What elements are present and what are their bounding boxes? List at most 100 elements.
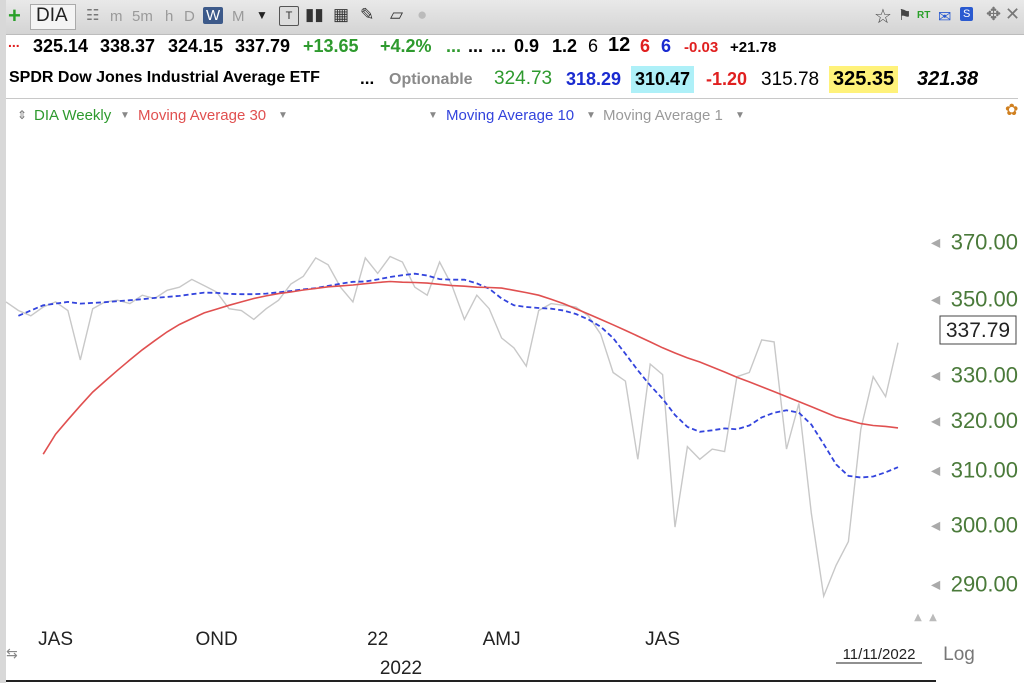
flag-icon[interactable]: ⚑ [898, 7, 912, 24]
quote-prefix: ... [8, 34, 20, 50]
y-tick-marker: ◀ [931, 578, 941, 592]
value-6: 6 [661, 36, 672, 56]
legend-ma1[interactable]: Moving Average 1 [603, 107, 723, 124]
price-6: 325.35 [829, 66, 899, 93]
y-tick-label: 300.00 [951, 512, 1018, 537]
last-price-label: 337.79 [946, 319, 1010, 342]
price-2: 318.29 [566, 69, 622, 89]
x-tick-label: AMJ [483, 629, 521, 650]
year-label: 2022 [380, 658, 422, 679]
legend-ma1-dropdown-icon[interactable]: ▼ [735, 110, 745, 121]
y-tick-marker: ◀ [931, 518, 941, 532]
rt-badge[interactable]: RT [917, 10, 931, 21]
timeframe-m[interactable]: m [110, 8, 123, 25]
optionable-label: Optionable [389, 71, 473, 88]
ma30-line [42, 280, 899, 455]
x-tick-label: OND [195, 629, 237, 650]
date-label: 11/11/2022 [843, 646, 916, 663]
value-7: -0.03 [684, 39, 719, 56]
legend-ma10-dropdown2-icon[interactable]: ▼ [586, 110, 596, 121]
bars-icon[interactable]: ▮▮ [305, 5, 324, 24]
y-tick-label: 310.00 [951, 458, 1018, 483]
legend-ma10[interactable]: Moving Average 10 [446, 107, 575, 124]
legend-ma30-dropdown-icon[interactable]: ▼ [278, 110, 288, 121]
price-3: 310.47 [631, 66, 695, 93]
y-tick-marker: ◀ [931, 414, 941, 428]
dots-2: ... [491, 36, 507, 56]
x-tick-label: JAS [38, 629, 73, 650]
name-dots: ... [360, 69, 375, 88]
quote-row-1: ... 325.14 338.37 324.15 337.79 +13.65 +… [0, 34, 1024, 62]
price-1: 324.73 [494, 68, 553, 89]
legend-price-dropdown-icon[interactable]: ▼ [120, 110, 130, 121]
value-4: 12 [608, 34, 631, 56]
note-icon[interactable]: ▱ [390, 5, 404, 24]
dropdown-icon[interactable]: ▼ [256, 8, 268, 22]
close-icon[interactable]: ✕ [1005, 4, 1021, 24]
legend-ma30[interactable]: Moving Average 30 [138, 107, 267, 124]
timeframe-mo[interactable]: M [232, 8, 245, 25]
dots: ... [468, 36, 484, 56]
symbol-box[interactable] [30, 4, 76, 30]
legend-price[interactable]: DIA Weekly [34, 107, 112, 124]
price-7: 321.38 [917, 68, 979, 90]
toolbar: + DIA ☷ m 5m h D W M ▼ T ▮▮ ▦ ✎ ▱ ● ☆ ⚑ … [0, 0, 1024, 35]
move-icon[interactable]: ✥ [986, 4, 1002, 24]
price-4: -1.20 [706, 69, 748, 89]
star-icon[interactable]: ☆ [874, 6, 892, 28]
email-icon[interactable]: ✉ [938, 9, 952, 26]
dia-weekly-line [5, 255, 899, 599]
y-tick-marker: ◀ [931, 464, 941, 478]
legend-price-arrows-icon[interactable]: ⇕ [17, 108, 28, 122]
low-value: 324.15 [168, 36, 224, 56]
value-3: 6 [588, 36, 599, 56]
y-tick-label: 370.00 [951, 229, 1018, 254]
timeframe-d[interactable]: D [184, 8, 195, 25]
timeframe-w[interactable]: W [203, 7, 224, 24]
y-tick-label: 350.00 [951, 287, 1018, 312]
change-pct: +4.2% [380, 36, 432, 56]
header-divider [6, 98, 1018, 99]
scroll-up-icon[interactable]: ▲ [914, 612, 922, 623]
log-toggle[interactable]: Log [943, 644, 975, 665]
timeframe-5m[interactable]: 5m [132, 8, 153, 25]
palette-icon[interactable]: ✿ [1005, 102, 1019, 119]
quote-row-2: SPDR Dow Jones Industrial Average ETF ..… [0, 66, 1024, 94]
scroll-arrows-icon[interactable]: ⇆ [6, 646, 18, 662]
y-tick-marker: ◀ [931, 235, 941, 249]
calculator-icon[interactable]: ▦ [333, 5, 350, 24]
symbol-input[interactable]: DIA [36, 5, 68, 26]
add-icon[interactable]: + [8, 3, 21, 28]
left-edge [0, 0, 6, 683]
open-value: 325.14 [33, 36, 89, 56]
security-name: SPDR Dow Jones Industrial Average ETF [9, 69, 320, 86]
pen-icon[interactable]: ✎ [360, 5, 375, 24]
y-tick-marker: ◀ [931, 293, 941, 307]
high-value: 338.37 [100, 36, 156, 56]
value-8: +21.78 [730, 39, 777, 56]
scroll-up-icon-2[interactable]: ▲ [929, 612, 937, 623]
y-tick-label: 320.00 [951, 408, 1018, 433]
timeframe-h[interactable]: h [165, 8, 174, 25]
x-tick-label: 22 [367, 629, 388, 650]
change-value: +13.65 [303, 36, 359, 56]
circles-icon[interactable]: ● [417, 5, 428, 24]
y-tick-marker: ◀ [931, 369, 941, 383]
dots-green: ... [446, 36, 462, 56]
grid-icon[interactable]: ☷ [86, 7, 100, 24]
value-2: 1.2 [552, 36, 578, 56]
last-price-box [939, 315, 1017, 345]
y-tick-label: 290.00 [951, 572, 1018, 597]
value-1: 0.9 [514, 36, 540, 56]
bottom-border [6, 680, 936, 682]
ma10-line [18, 272, 899, 479]
value-5: 6 [640, 36, 651, 56]
text-icon[interactable]: T [279, 6, 299, 26]
s-icon[interactable]: S [960, 7, 974, 21]
y-tick-label: 330.00 [951, 363, 1018, 388]
price-5: 315.78 [761, 69, 820, 90]
x-tick-label: JAS [645, 629, 680, 650]
legend-ma10-dropdown-icon[interactable]: ▼ [428, 110, 438, 121]
close-value: 337.79 [235, 36, 291, 56]
